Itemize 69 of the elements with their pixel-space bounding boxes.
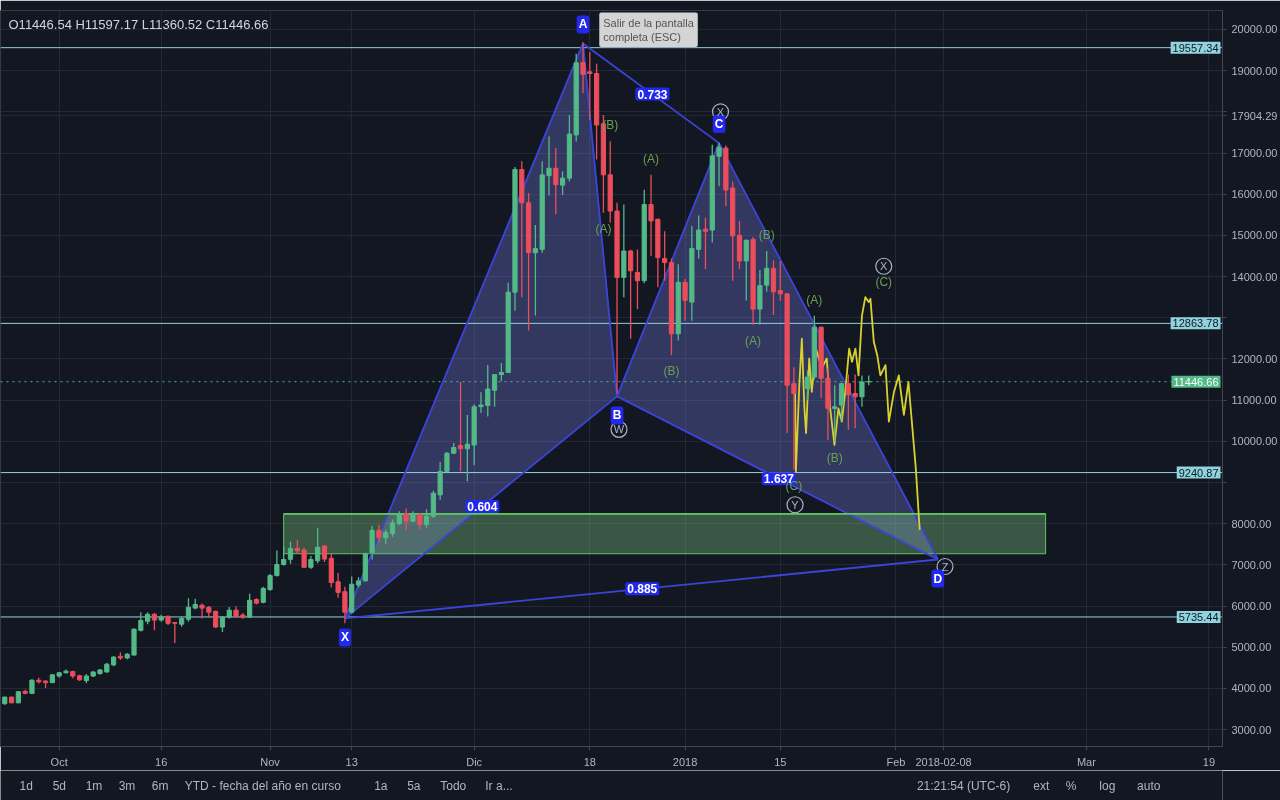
x-tick-label: Oct — [50, 755, 68, 768]
annotation: (B) — [663, 364, 680, 379]
y-tick-label: 20000.00 — [1231, 23, 1278, 36]
data-label: Y — [791, 498, 800, 511]
y-tick-label: 10000.00 — [1231, 435, 1278, 448]
text: 21:21:54 (UTC-6) — [916, 778, 1011, 793]
text: 1a — [374, 778, 388, 793]
data-label: B — [612, 408, 622, 423]
annotation: (A) — [806, 292, 823, 307]
ref-line-label: 9240.87 — [1178, 466, 1219, 479]
x-tick-label: 16 — [155, 755, 168, 768]
ref-line-label: 11446.66 — [1173, 375, 1219, 388]
x-tick-label: 18 — [583, 755, 596, 768]
data-label: X — [880, 260, 889, 273]
annotation: 0.604 — [467, 499, 498, 514]
text: 5d — [52, 778, 66, 793]
y-tick-label: 14000.00 — [1231, 270, 1278, 283]
data-label: W — [613, 423, 625, 436]
annotation: (C) — [875, 275, 893, 290]
ref-line-label: 5735.44 — [1178, 610, 1219, 623]
x-tick-label: Dic — [466, 755, 483, 768]
text: log — [1099, 778, 1116, 793]
annotation: (B) — [826, 450, 843, 465]
annotation: 0.733 — [637, 87, 668, 102]
y-tick-label: 11000.00 — [1231, 394, 1277, 407]
text: Todo — [440, 778, 467, 793]
data-label: A — [578, 17, 588, 32]
text: 5a — [407, 778, 421, 793]
data-label: Z — [941, 560, 949, 573]
text: O11446.54 H11597.17 L11360.52 C11446.66 — [8, 17, 269, 32]
x-tick-label: 2018 — [672, 755, 698, 768]
y-tick-label: 17000.00 — [1231, 147, 1278, 159]
x-tick-label: Mar — [1076, 755, 1097, 768]
text: 6m — [151, 778, 169, 793]
y-tick-label: 16000.00 — [1231, 188, 1278, 201]
annotation: (A) — [745, 333, 762, 348]
y-tick-label: 12000.00 — [1231, 352, 1278, 365]
text: 3m — [118, 778, 136, 793]
data-label: C — [714, 117, 724, 132]
text: % — [1065, 778, 1077, 793]
x-tick-label: 15 — [774, 755, 787, 768]
text: auto — [1137, 778, 1161, 793]
y-tick-label: 8000.00 — [1231, 517, 1272, 530]
x-tick-label: 13 — [345, 755, 358, 768]
y-tick-label: 19000.00 — [1231, 64, 1278, 77]
y-tick-label: 7000.00 — [1231, 558, 1272, 571]
y-tick-label: 3000.00 — [1231, 723, 1272, 736]
text: 1d — [19, 778, 33, 793]
y-tick-label: 5000.00 — [1231, 641, 1272, 654]
text: ext — [1033, 778, 1050, 793]
text: Ir a... — [485, 778, 513, 793]
annotation: Salir de la pantalla completa (ESC) — [603, 16, 695, 43]
text: YTD - fecha del año en curso — [184, 778, 342, 793]
y-tick-label: 4000.00 — [1231, 682, 1272, 695]
annotation: (A) — [643, 151, 660, 166]
data-label: X — [340, 630, 349, 645]
ref-line-label: 12863.78 — [1172, 317, 1219, 330]
text: 1m — [85, 778, 103, 793]
y-tick-label: 15000.00 — [1231, 229, 1278, 242]
data-label: D — [933, 571, 943, 586]
x-tick-label: Feb — [886, 755, 906, 768]
y-tick-label: 6000.00 — [1231, 600, 1272, 613]
x-tick-label: Nov — [260, 755, 281, 768]
y-tick-label: 17904.29 — [1231, 109, 1278, 122]
ref-line-label: 19557.34 — [1172, 41, 1219, 54]
annotation: 0.885 — [627, 582, 658, 597]
data-label: X — [716, 105, 725, 118]
x-tick-label: 2018-02-08 — [915, 755, 972, 768]
x-tick-label: 19 — [1202, 755, 1216, 768]
